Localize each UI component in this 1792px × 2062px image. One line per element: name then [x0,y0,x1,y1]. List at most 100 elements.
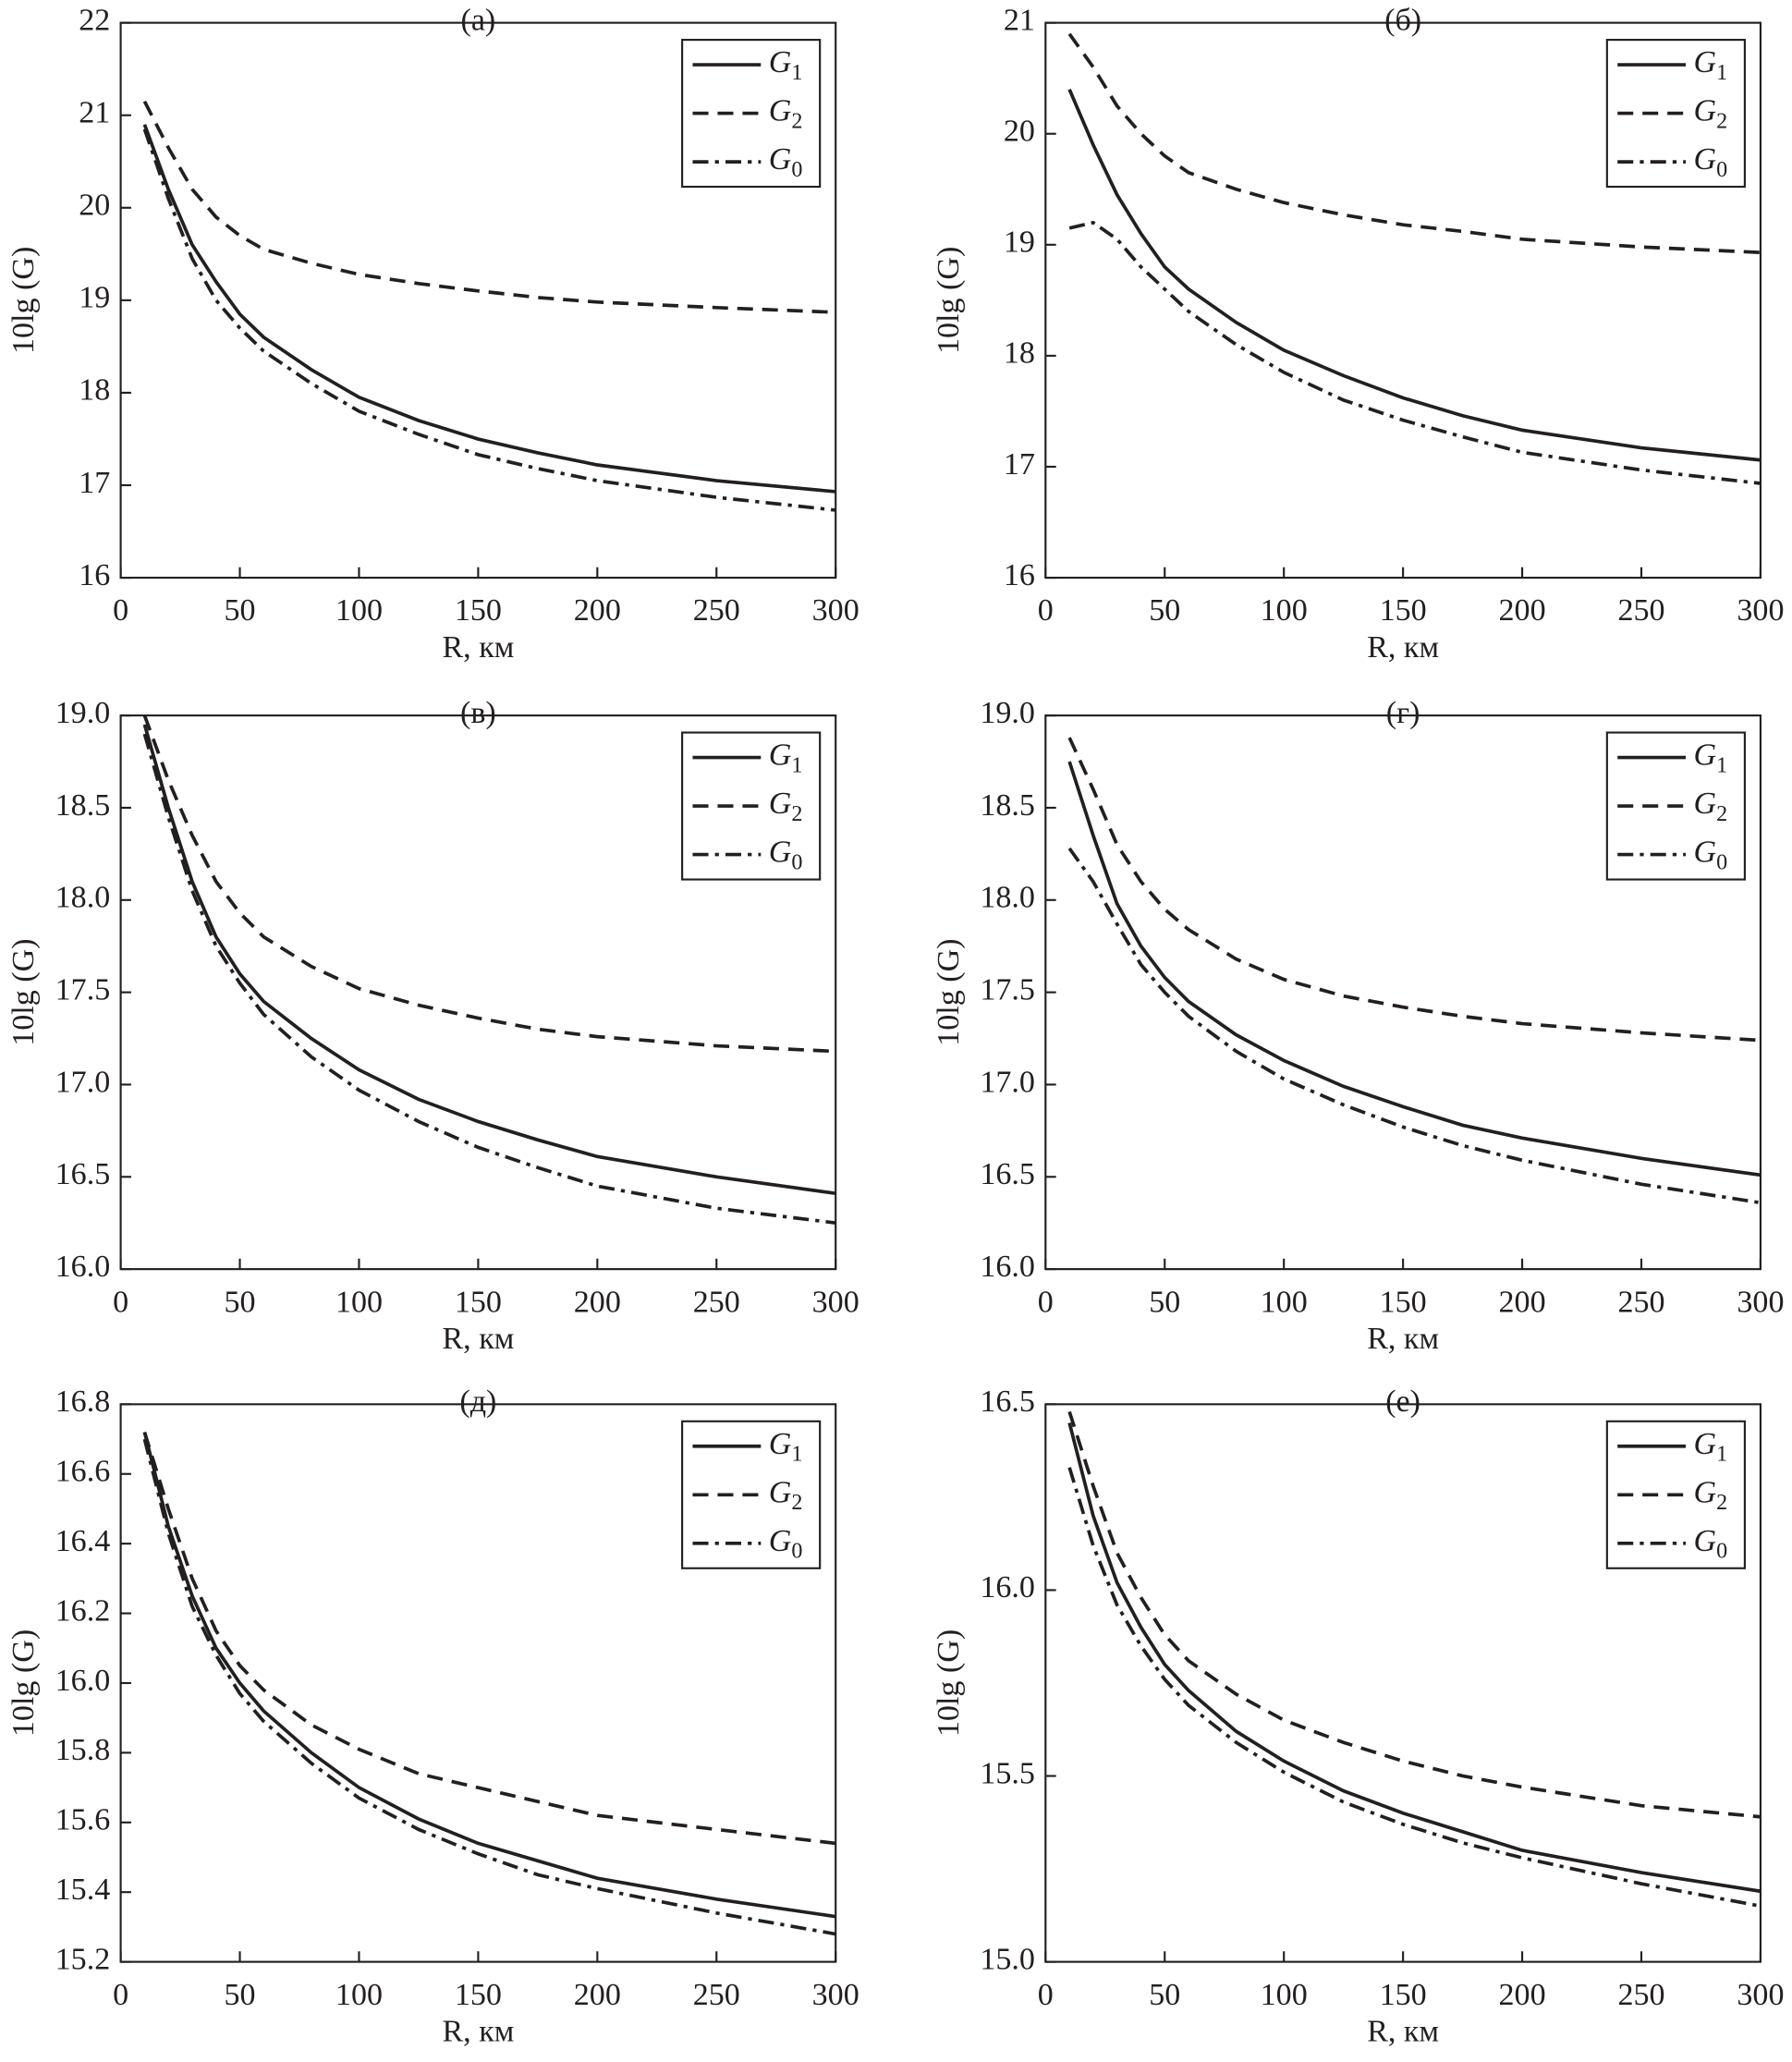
y-axis-label: 10lg (G) [932,1629,966,1737]
chart-title: (г) [1386,696,1420,730]
series-line [142,714,836,1054]
y-tick-label: 17.5 [55,972,111,1007]
y-tick-label: 16.6 [55,1455,111,1489]
x-tick-label: 150 [455,1978,502,2012]
legend-label: G1 [1694,1427,1728,1467]
legend-subscript: 0 [1716,157,1727,182]
x-tick-label: 250 [1617,1978,1664,2012]
legend-box [681,39,822,189]
series-line [142,100,836,314]
x-tick-label: 250 [693,593,740,628]
chart-panel: (в) R, км 10lg (G) 0 50 100 150 200 250 300 16.0 16… [6,696,859,1356]
x-tick-label: 100 [335,1978,383,2012]
x-tick-label: 0 [113,1285,128,1319]
x-tick-label: 200 [1499,1285,1546,1319]
y-tick-label: 16 [1004,558,1035,592]
legend-letter: G [769,45,792,79]
x-tick-label: 50 [225,1978,256,2012]
legend-subscript: 2 [1716,801,1727,826]
y-axis-label: 10lg (G) [6,247,41,354]
x-tick-label: 250 [1617,1285,1664,1319]
y-tick-label: 15.0 [980,1942,1035,1976]
series-line [142,724,836,1196]
legend-label: G0 [769,835,803,874]
legend-letter: G [1694,142,1717,177]
plot-frame [119,714,837,1271]
legend-subscript: 1 [1716,752,1727,777]
x-axis-label: R, км [442,2014,514,2048]
legend-label: G2 [1694,93,1728,133]
y-tick-label: 17.0 [55,1065,111,1099]
y-axis-label: 10lg (G) [932,938,966,1045]
y-tick-label: 22 [79,3,110,37]
x-tick-label: 300 [812,1978,859,2012]
legend-subscript: 1 [1716,60,1727,85]
legend-subscript: 2 [791,1490,802,1515]
y-axis-label: 10lg (G) [932,247,966,354]
legend-subscript: 0 [791,157,802,182]
legend-subscript: 1 [1716,1441,1727,1466]
x-tick-label: 200 [574,1285,621,1319]
y-tick-label: 17.0 [980,1065,1035,1099]
legend-letter: G [1694,787,1717,821]
legend-letter: G [769,1524,792,1558]
x-tick-label: 50 [225,593,256,628]
y-tick-label: 18 [1004,336,1035,371]
y-tick-label: 18.0 [55,881,111,915]
legend-box [1605,731,1746,881]
legend-box [681,1420,822,1569]
series-line [1067,761,1762,1177]
x-tick-label: 100 [1261,593,1308,628]
legend-subscript: 1 [791,752,802,777]
series-line [142,128,836,512]
plot-frame [119,1403,837,1963]
series-line [1067,32,1762,255]
y-tick-label: 17 [1004,447,1035,482]
y-tick-label: 15.5 [980,1756,1035,1790]
y-tick-label: 15.8 [55,1733,111,1767]
x-tick-label: 200 [574,593,621,628]
y-tick-label: 20 [79,189,110,223]
x-tick-label: 300 [1737,593,1784,628]
x-tick-label: 100 [335,1285,383,1319]
x-tick-label: 150 [455,593,502,628]
legend-letter: G [1694,45,1717,79]
legend-letter: G [769,835,792,869]
series-line [142,733,836,1226]
x-tick-label: 250 [693,1978,740,2012]
plot-frame [1044,714,1762,1271]
y-tick-label: 19 [79,281,110,315]
y-tick-label: 16.8 [55,1385,111,1419]
y-tick-label: 16.2 [55,1593,111,1628]
legend-letter: G [1694,1475,1717,1509]
legend-box [1605,39,1746,189]
x-tick-label: 100 [335,593,383,628]
chart-title: (д) [459,1385,496,1419]
legend-letter: G [769,93,792,128]
y-tick-label: 16.0 [55,1664,111,1698]
legend-letter: G [1694,1427,1717,1461]
legend-label: G1 [769,738,803,777]
x-tick-label: 0 [1038,1978,1054,2012]
legend-label: G0 [1694,142,1728,182]
chart-panel: (е) R, км 10lg (G) 0 50 100 150 200 250 300 15.0 15… [932,1385,1785,2048]
y-tick-label: 19.0 [55,696,111,730]
chart-panel: (г) R, км 10lg (G) 0 50 100 150 200 250 300 16.0 16… [932,696,1785,1356]
x-tick-label: 150 [455,1285,502,1319]
legend-letter: G [1694,835,1717,869]
legend-letter: G [769,142,792,177]
x-axis-label: R, км [1367,630,1439,665]
x-tick-label: 200 [1499,1978,1546,2012]
series-line [1067,1422,1762,1894]
x-tick-label: 150 [1380,1978,1427,2012]
y-tick-label: 16.0 [980,1570,1035,1604]
y-tick-label: 16.5 [55,1157,111,1191]
x-axis-label: R, км [442,630,514,665]
series-line [142,124,836,494]
x-tick-label: 0 [1038,1285,1054,1319]
series-line [142,1438,836,1936]
x-tick-label: 50 [1149,1285,1180,1319]
x-tick-label: 200 [574,1978,621,2012]
